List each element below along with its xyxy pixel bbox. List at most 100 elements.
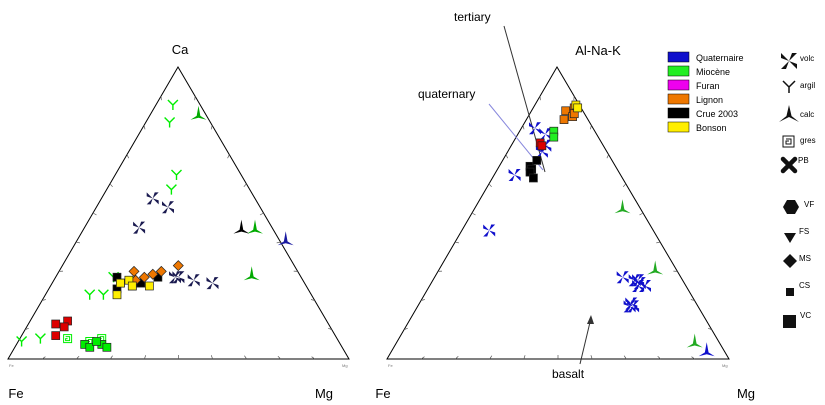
data-point-square [102, 342, 112, 352]
axis-tick [259, 212, 264, 216]
axis-tick [691, 356, 696, 360]
axis-tick [590, 125, 592, 130]
data-point-argil [97, 289, 109, 300]
annotation-basalt: basalt [552, 367, 585, 381]
data-point-volc [627, 300, 640, 313]
legend-swatch-lignon [667, 93, 690, 105]
axis-tick [454, 241, 459, 244]
data-point-square [127, 281, 137, 291]
axis-tick [505, 154, 509, 159]
data-point-calc [647, 260, 664, 275]
data-point-gres [63, 334, 73, 344]
data-point-calc [190, 105, 207, 120]
data-point-square [116, 278, 125, 288]
axis-tick [41, 356, 46, 360]
data-points [16, 99, 294, 352]
data-point-argil [171, 169, 182, 180]
axis-tick [488, 183, 492, 188]
axis-tick [656, 241, 661, 244]
axis-tick [75, 241, 80, 244]
axis-tick [143, 125, 146, 130]
axis-tick [244, 355, 247, 360]
axis-tick [144, 355, 147, 360]
data-point-square [573, 103, 583, 113]
symbol-label-vf: VF [804, 200, 814, 209]
ternary-plot-alnak-fe-mg: Al-Na-K Fe Mg Fe Mg tertiary quaternary … [375, 10, 815, 401]
data-point-argil [164, 117, 176, 128]
data-point-volc [616, 271, 629, 284]
axis-tick [210, 355, 213, 360]
data-point-square [559, 115, 569, 124]
axis-tick [690, 299, 695, 301]
corner-label-left: Fe [9, 363, 14, 368]
annotation-tertiary: tertiary [454, 10, 491, 24]
data-point-diamond [147, 268, 159, 280]
axis-tick [227, 154, 230, 159]
axis-tick [606, 154, 609, 159]
symbol-label-ms: MS [799, 254, 811, 263]
data-point-square [537, 141, 547, 151]
legend-label-miocene: Miocène [696, 67, 730, 77]
axis-tick [639, 212, 644, 216]
gres-icon [782, 135, 795, 148]
axis-tick [489, 355, 493, 360]
legend-swatch-quaternaire [667, 51, 690, 63]
symbol-label-fs: FS [799, 227, 809, 236]
data-point-volc [529, 122, 541, 135]
vertex-label-left: Fe [8, 386, 23, 401]
data-point-argil [34, 333, 46, 344]
data-point-argil [165, 184, 177, 195]
axis-tick [24, 327, 29, 331]
ternary-triangle-outline [7, 66, 350, 360]
fs-icon [784, 233, 796, 243]
calc-icon [779, 105, 799, 122]
axis-tick [590, 355, 593, 360]
legend-label-furan: Furan [696, 81, 720, 91]
data-point-calc [277, 231, 294, 246]
data-point-volc [639, 280, 651, 292]
data-point-diamond [155, 265, 167, 277]
data-point-volc [169, 271, 181, 284]
symbol-label-argil: argil [800, 81, 815, 90]
data-point-square [145, 281, 154, 291]
axis-tick [126, 154, 130, 159]
data-point-square [59, 322, 69, 332]
data-point-volc [206, 277, 219, 290]
data-point-calc [686, 333, 703, 348]
data-point-argil [16, 336, 28, 347]
symbol-label-calc: calc [800, 110, 814, 119]
legend-label-lignon: Lignon [696, 95, 723, 105]
symbol-key: volc argil calc gres PB VF [779, 53, 816, 328]
annotation-quaternary: quaternary [418, 87, 475, 101]
axis-tick [622, 183, 627, 188]
data-point-square [549, 132, 559, 142]
data-points [483, 100, 715, 357]
data-point-volc [483, 224, 496, 237]
triangle-ticks [24, 96, 333, 360]
data-point-diamond [128, 265, 140, 277]
cs-icon [786, 288, 794, 296]
data-point-volc [172, 271, 185, 284]
legend-label-quaternaire: Quaternaire [696, 53, 744, 63]
corner-label-right: Mg [722, 363, 728, 368]
annotation-arrowhead-basalt [587, 315, 594, 324]
symbol-label-gres: gres [800, 136, 816, 145]
volc-icon [781, 53, 797, 69]
data-point-calc [614, 199, 631, 214]
annotation-arrow-basalt [579, 317, 592, 365]
legend: Quaternaire Miocène Furan Lignon Crue 20… [667, 51, 744, 133]
axis-tick [420, 356, 425, 360]
axis-tick [403, 327, 408, 331]
symbol-label-vc: VC [800, 311, 811, 320]
data-point-square [532, 156, 542, 165]
pb-icon [780, 156, 798, 174]
vertex-label-right: Mg [315, 386, 333, 401]
corner-label-left: Fe [388, 363, 393, 368]
vc-icon [783, 315, 796, 328]
axis-tick [522, 125, 525, 130]
data-point-diamond [172, 260, 184, 272]
data-point-calc [247, 219, 263, 234]
data-point-volc [187, 274, 200, 287]
data-point-volc [133, 221, 146, 234]
